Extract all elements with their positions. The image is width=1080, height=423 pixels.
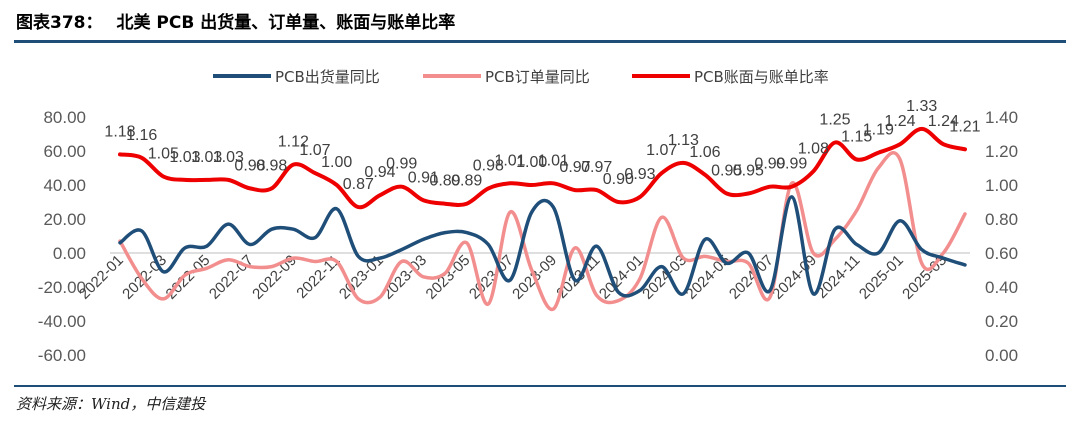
y-left-tick-label: 40.00 [43,176,86,195]
data-labels: 1.181.161.051.031.031.030.980.981.121.07… [104,98,980,193]
y-left-tick-label: -20.00 [38,278,86,297]
y-right-tick-label: 0.60 [985,244,1018,263]
y-right-tick-label: 1.20 [985,142,1018,161]
data-label: 1.25 [819,112,850,129]
series-line-3 [118,126,967,210]
data-label: 0.98 [234,157,265,174]
legend: PCB出货量同比 PCB订单量同比 PCB账面与账单比率 [213,68,829,86]
y-right-tick-label: 0.00 [985,346,1018,365]
data-label: 0.95 [733,163,764,180]
y-left-tick-label: -60.00 [38,346,86,365]
data-label: 1.08 [798,140,829,157]
data-label: 0.94 [364,164,395,181]
data-label: 1.03 [213,149,244,166]
data-label: 1.18 [104,123,135,140]
data-label: 1.15 [841,129,872,146]
data-label: 1.01 [538,152,569,169]
data-label: 1.00 [516,154,547,171]
data-label: 1.24 [884,113,915,130]
data-label: 1.19 [863,122,894,139]
y-right-tick-label: 0.80 [985,210,1018,229]
data-label: 1.07 [299,142,330,159]
data-label: 1.03 [169,149,200,166]
data-label: 1.13 [668,132,699,149]
data-label: 0.99 [776,156,807,173]
y-right-tick-label: 0.40 [985,278,1018,297]
data-label: 1.01 [494,152,525,169]
data-label: 1.06 [689,144,720,161]
y-right-tick-label: 0.20 [985,312,1018,331]
data-label: 1.07 [646,142,677,159]
x-tick-label: 2025-01 [856,252,907,303]
data-label: 1.00 [321,154,352,171]
x-axis: 2022-012022-032022-052022-072022-092022-… [76,252,970,303]
y-left-tick-label: 80.00 [43,108,86,127]
data-label: 1.16 [126,127,157,144]
legend-label: PCB订单量同比 [485,68,590,86]
data-label: 0.97 [581,159,612,176]
figure-number: 图表378： [16,13,103,33]
source-rule [14,385,1066,387]
y-left-tick-label: 60.00 [43,142,86,161]
y-left-tick-label: 20.00 [43,210,86,229]
series-line-1 [118,195,967,298]
data-label: 1.33 [906,98,937,115]
series-line-2 [118,151,967,311]
legend-label: PCB出货量同比 [275,68,380,86]
y-axis-right: 1.40 1.20 1.00 0.80 0.60 0.40 0.20 0.00 [985,108,1018,365]
data-label: 0.98 [256,157,287,174]
data-label: 1.21 [949,118,980,135]
data-label: 1.05 [148,146,179,163]
chart-title: 北美 PCB 出货量、订单量、账面与账单比率 [116,13,456,33]
y-left-tick-label: -40.00 [38,312,86,331]
data-label: 0.91 [408,169,439,186]
series-lines [118,126,967,311]
data-label: 0.90 [603,171,634,188]
x-tick-label: 2022-03 [119,252,170,303]
data-label: 1.24 [928,113,959,130]
data-label: 1.03 [191,149,222,166]
data-label: 0.97 [559,159,590,176]
data-label: 0.99 [754,156,785,173]
data-label: 0.93 [624,166,655,183]
data-label: 0.87 [343,176,374,193]
data-label: 0.98 [473,157,504,174]
title-rule [14,40,1066,43]
y-left-tick-label: 0.00 [53,244,86,263]
y-right-tick-label: 1.00 [985,176,1018,195]
data-label: 0.95 [711,163,742,180]
y-axis-left: 80.00 60.00 40.00 20.00 0.00 -20.00 -40.00 -60.… [38,108,86,365]
y-right-tick-label: 1.40 [985,108,1018,127]
data-label: 0.89 [451,173,482,190]
data-label: 0.99 [386,156,417,173]
legend-label: PCB账面与账单比率 [694,68,829,86]
figure-title: 图表378： 北美 PCB 出货量、订单量、账面与账单比率 [16,8,455,33]
data-label: 1.12 [278,134,309,151]
source-note: 资料来源：Wind，中信建投 [16,395,206,413]
data-label: 0.89 [429,173,460,190]
